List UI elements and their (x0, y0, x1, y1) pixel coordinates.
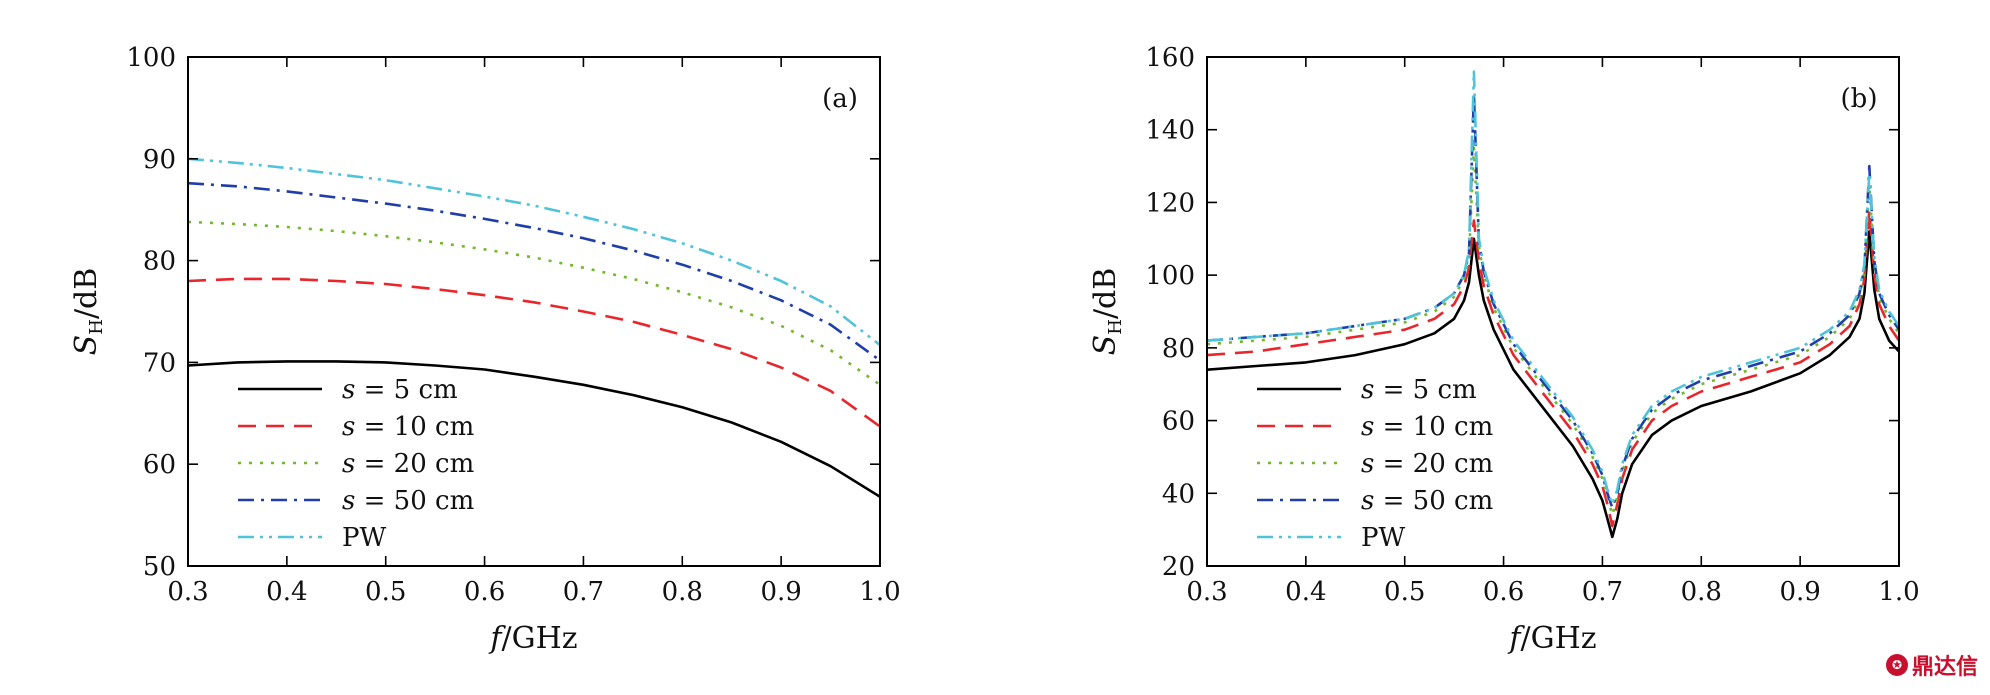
x-tick-label: 0.8 (1681, 577, 1722, 607)
y-tick-label: 60 (1162, 407, 1195, 437)
y-tick-label: 100 (126, 43, 176, 73)
series-line-1 (1207, 230, 1899, 539)
y-tick-label: 20 (1162, 552, 1195, 582)
x-tick-label: 0.3 (167, 577, 208, 607)
y-tick-label: 100 (1145, 261, 1195, 291)
y-axis-label: SH/dB (1088, 268, 1126, 356)
series-line-5 (188, 157, 880, 347)
y-axis-label: SH/dB (69, 268, 107, 356)
series-line-2 (1207, 208, 1899, 528)
y-tick-label: 80 (1162, 334, 1195, 364)
y-tick-label: 70 (143, 348, 176, 378)
x-tick-label: 0.7 (1582, 577, 1623, 607)
series-line-4 (1207, 92, 1899, 510)
chart-panel-a: 0.3 0.4 0.5 0.6 0.7 0.8 0.9 1.0 50 60 70 80 90 100 f/G… (69, 43, 901, 656)
x-tick-label: 0.6 (1483, 577, 1524, 607)
watermark-text: 鼎达信 (1911, 655, 1978, 680)
series-line-4 (188, 181, 880, 362)
plot-frame (187, 56, 881, 567)
y-tick-label: 40 (1162, 479, 1195, 509)
legend-entry: s = 10 cm (1361, 412, 1493, 442)
chart-panel-b: 0.3 0.4 0.5 0.6 0.7 0.8 0.9 1.0 20 40 60 80 100 120 14… (1088, 43, 1920, 656)
series-line-1 (188, 360, 880, 498)
y-tick-label: 160 (1145, 43, 1195, 73)
legend-entry: s = 20 cm (342, 449, 474, 479)
legend: s = 5 cm s = 10 cm s = 20 cm s = 50 cm PW (238, 375, 474, 553)
legend-entry: s = 5 cm (342, 375, 458, 405)
x-tick-label: 0.6 (464, 577, 505, 607)
series-line-3 (1207, 146, 1899, 517)
x-tick-label: 0.9 (760, 577, 801, 607)
x-tick-label: 1.0 (1878, 577, 1919, 607)
y-tick-label: 80 (143, 247, 176, 277)
x-tick-label: 0.5 (365, 577, 406, 607)
plot-frame (1206, 56, 1900, 567)
legend-entry: s = 10 cm (342, 412, 474, 442)
legend-entry: s = 50 cm (1361, 486, 1493, 516)
watermark-logo: ✪ 鼎达信 (1885, 649, 1978, 681)
x-tick-label: 0.4 (1285, 577, 1326, 607)
panel-label: (b) (1841, 84, 1878, 114)
x-tick-label: 1.0 (859, 577, 900, 607)
x-axis-label: f/GHz (1507, 621, 1596, 656)
legend-entry: PW (342, 523, 386, 553)
watermark-seal-icon: ✪ (1885, 654, 1908, 676)
series-group (188, 157, 880, 498)
y-tick-label: 60 (143, 450, 176, 480)
legend: s = 5 cm s = 10 cm s = 20 cm s = 50 cm PW (1257, 375, 1493, 553)
x-tick-label: 0.5 (1384, 577, 1425, 607)
y-tick-label: 120 (1145, 188, 1195, 218)
series-line-2 (188, 277, 880, 428)
legend-entry: s = 50 cm (342, 486, 474, 516)
x-tick-label: 0.7 (563, 577, 604, 607)
x-axis-label: f/GHz (488, 621, 577, 656)
series-group (1207, 70, 1899, 539)
y-tick-label: 90 (143, 145, 176, 175)
y-tick-label: 50 (143, 552, 176, 582)
legend-entry: PW (1361, 523, 1405, 553)
x-tick-label: 0.3 (1186, 577, 1227, 607)
x-tick-label: 0.9 (1779, 577, 1820, 607)
legend-entry: s = 5 cm (1361, 375, 1477, 405)
series-line-5 (1207, 70, 1899, 506)
panel-label: (a) (822, 84, 858, 114)
y-tick-label: 140 (1145, 116, 1195, 146)
x-tick-label: 0.4 (266, 577, 307, 607)
legend-entry: s = 20 cm (1361, 449, 1493, 479)
x-tick-label: 0.8 (662, 577, 703, 607)
